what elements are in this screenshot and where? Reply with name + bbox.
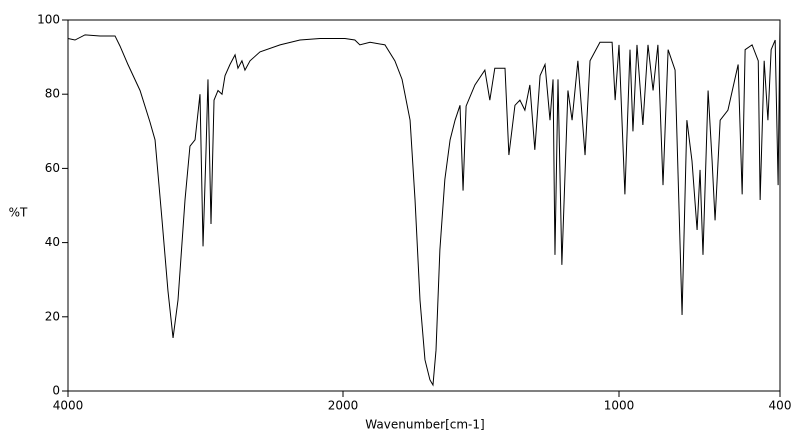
x-tick-label: 400 [769,399,792,413]
y-tick-label: 100 [37,13,60,27]
x-axis-label: Wavenumber[cm-1] [365,418,484,432]
x-tick-label: 2000 [328,399,359,413]
y-axis-label: %T [9,206,28,220]
x-tick-label: 1000 [604,399,635,413]
spectrum-line [67,19,781,387]
y-tick-label: 20 [45,309,60,323]
y-tick-label: 60 [45,161,60,175]
y-tick-label: 0 [52,384,60,398]
x-tick-label: 4000 [53,399,84,413]
y-tick-label: 80 [45,87,60,101]
plot-frame [67,19,781,392]
y-tick-label: 40 [45,235,60,249]
